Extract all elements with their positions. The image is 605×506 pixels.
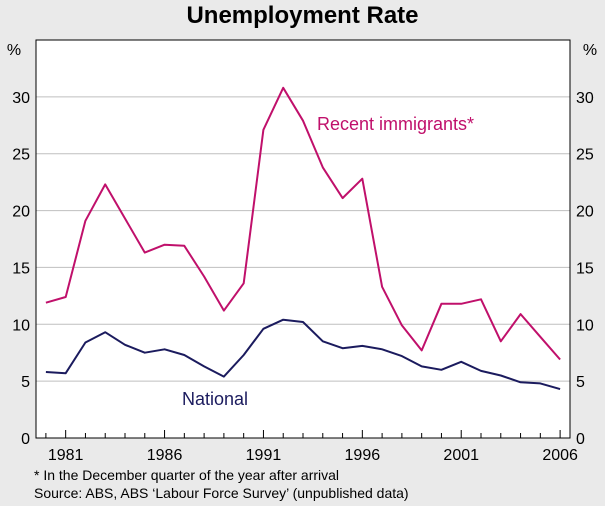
y-tick-label: 10 — [12, 317, 30, 334]
y-tick-label: 15 — [576, 260, 594, 277]
gridlines — [36, 96, 570, 382]
y-tick-label: 5 — [576, 374, 585, 391]
y-tick-label: 25 — [576, 147, 594, 164]
x-axis: 1981 1986 1991 1996 2001 2006 — [45, 430, 578, 464]
plot-frame — [35, 39, 571, 439]
y-tick-label: 25 — [12, 147, 30, 164]
y-tick-label: 30 — [12, 90, 30, 107]
x-tick-label: 1981 — [48, 447, 84, 464]
x-tick-label: 1996 — [345, 447, 381, 464]
x-tick-label: 1986 — [147, 447, 183, 464]
chart-title: Unemployment Rate — [186, 2, 419, 29]
series-lines — [45, 86, 561, 391]
y-unit-right: % — [583, 42, 597, 59]
y-tick-label: 30 — [576, 90, 594, 107]
x-tick-label: 2006 — [542, 447, 578, 464]
y-tick-label: 15 — [12, 260, 30, 277]
y-tick-label: 10 — [576, 317, 594, 334]
y-axis-left: 0 5 10 15 20 25 30 — [12, 90, 30, 448]
plot-area — [36, 40, 570, 438]
series-national — [45, 318, 561, 391]
y-tick-label: 20 — [12, 204, 30, 221]
y-tick-label: 5 — [21, 374, 30, 391]
x-tick-label: 1991 — [246, 447, 282, 464]
series-label-recent-immigrants: Recent immigrants* — [317, 114, 474, 134]
y-tick-label: 0 — [21, 431, 30, 448]
series-recent-immigrants — [45, 86, 561, 361]
x-tick-label: 2001 — [443, 447, 479, 464]
y-tick-label: 20 — [576, 204, 594, 221]
y-tick-label: 0 — [576, 431, 585, 448]
y-unit-left: % — [7, 42, 21, 59]
series-label-national: National — [182, 389, 248, 409]
y-axis-right: 0 5 10 15 20 25 30 — [576, 90, 594, 448]
footnote: * In the December quarter of the year af… — [34, 467, 340, 483]
source-note: Source: ABS, ABS ‘Labour Force Survey’ (… — [34, 485, 409, 501]
